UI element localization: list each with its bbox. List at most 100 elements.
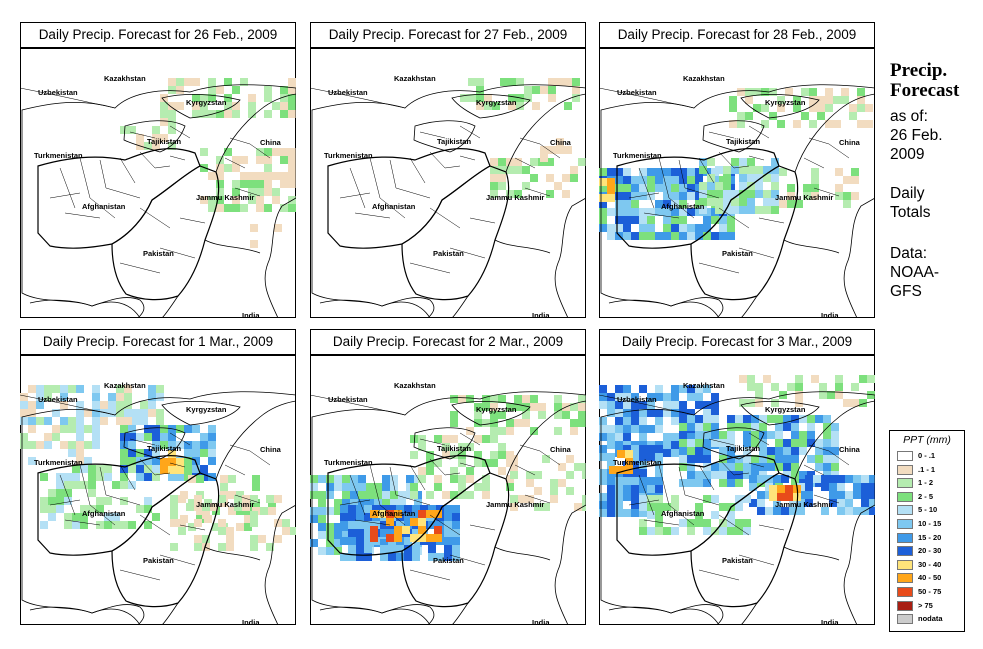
- coastline: [29, 297, 145, 318]
- tajikistan-border: [123, 427, 186, 460]
- coastline: [608, 297, 724, 318]
- label-china: China: [260, 445, 282, 454]
- legend-item: > 75: [897, 600, 963, 611]
- label-kazakhstan: Kazakhstan: [104, 381, 146, 390]
- label-india: India: [821, 618, 839, 625]
- legend-label: nodata: [918, 614, 943, 624]
- legend-swatch: [897, 505, 913, 516]
- china-border: [505, 400, 586, 480]
- label-tajikistan: Tajikistan: [726, 444, 760, 453]
- label-tajikistan: Tajikistan: [437, 137, 471, 146]
- panel-title: Daily Precip. Forecast for 1 Mar., 2009: [20, 329, 296, 355]
- tajikistan-border: [702, 427, 765, 460]
- forecast-panel: Daily Precip. Forecast for 26 Feb., 2009: [20, 22, 296, 318]
- sidebar-date-line1: 26 Feb.: [890, 127, 943, 144]
- label-uzbekistan: Uzbekistan: [38, 395, 78, 404]
- legend-label: 10 - 15: [918, 519, 942, 528]
- label-turkmenistan: Turkmenistan: [34, 151, 83, 160]
- legend-label: 1 - 2: [918, 478, 934, 488]
- legend-label: > 75: [918, 600, 933, 610]
- legend-swatch: [897, 587, 913, 597]
- province-lines: [339, 432, 561, 581]
- india-border: [451, 239, 551, 318]
- precip-cells: [20, 385, 296, 551]
- kyrgyzstan-border: [161, 93, 241, 119]
- sidebar-heading: Precip. Forecast: [890, 61, 980, 101]
- panel-title: Daily Precip. Forecast for 26 Feb., 2009: [20, 22, 296, 48]
- coastline: [319, 297, 435, 318]
- china-border: [794, 93, 875, 173]
- legend-label: 20 - 30: [918, 546, 942, 556]
- label-pakistan: Pakistan: [722, 556, 753, 565]
- sidebar-heading-line1: Precip.: [890, 60, 948, 81]
- india-border: [451, 546, 551, 625]
- kyrgyzstan-border: [740, 93, 820, 119]
- tajikistan-border: [702, 120, 765, 153]
- label-india: India: [242, 618, 260, 625]
- label-china: China: [550, 138, 572, 147]
- tajikistan-border: [413, 120, 476, 153]
- label-jammu-kashmir: Jammu Kashmir: [196, 500, 254, 509]
- label-afghanistan: Afghanistan: [82, 509, 126, 518]
- province-lines: [628, 432, 850, 581]
- label-turkmenistan: Turkmenistan: [613, 151, 662, 160]
- label-turkmenistan: Turkmenistan: [324, 151, 373, 160]
- precip-map: Kazakhstan Uzbekistan Kyrgyzstan Tajikis…: [310, 48, 586, 318]
- legend-item: .1 - 1: [897, 464, 963, 475]
- label-uzbekistan: Uzbekistan: [38, 88, 78, 97]
- precip-map: Kazakhstan Uzbekistan Kyrgyzstan Tajikis…: [599, 48, 875, 318]
- label-kyrgyzstan: Kyrgyzstan: [186, 405, 227, 414]
- label-india: India: [532, 618, 550, 625]
- china-border: [215, 93, 296, 173]
- legend-item: 0 - .1: [897, 451, 963, 461]
- precip-cells: [599, 88, 873, 240]
- label-kyrgyzstan: Kyrgyzstan: [476, 405, 517, 414]
- label-china: China: [839, 445, 861, 454]
- sidebar-as-of-label: as of:: [890, 108, 928, 125]
- label-tajikistan: Tajikistan: [147, 137, 181, 146]
- label-uzbekistan: Uzbekistan: [617, 395, 657, 404]
- coastline: [29, 604, 145, 625]
- legend-item: 2 - 5: [897, 491, 963, 502]
- precip-map: Kazakhstan Uzbekistan Kyrgyzstan Tajikis…: [20, 48, 296, 318]
- legend-swatch: [897, 546, 913, 557]
- legend-swatch: [897, 478, 913, 489]
- precip-legend: PPT (mm) 0 - .1 .1 - 1 1 - 2 2 - 5 5 - 1…: [889, 430, 965, 632]
- label-kazakhstan: Kazakhstan: [394, 74, 436, 83]
- legend-label: 40 - 50: [918, 573, 942, 583]
- legend-swatch: [897, 559, 913, 570]
- legend-item: 40 - 50: [897, 573, 963, 584]
- sidebar-totals: Daily Totals: [890, 184, 980, 222]
- tajikistan-border: [123, 120, 186, 153]
- label-tajikistan: Tajikistan: [726, 137, 760, 146]
- label-kyrgyzstan: Kyrgyzstan: [765, 98, 806, 107]
- label-kyrgyzstan: Kyrgyzstan: [186, 98, 227, 107]
- label-kyrgyzstan: Kyrgyzstan: [476, 98, 517, 107]
- legend-item: nodata: [897, 614, 963, 625]
- sidebar-data-source: Data: NOAA- GFS: [890, 244, 980, 301]
- label-india: India: [532, 311, 550, 318]
- pakistan-border: [111, 165, 220, 301]
- label-turkmenistan: Turkmenistan: [613, 458, 662, 467]
- panel-title: Daily Precip. Forecast for 28 Feb., 2009: [599, 22, 875, 48]
- panel-title: Daily Precip. Forecast for 2 Mar., 2009: [310, 329, 586, 355]
- forecast-panel: Daily Precip. Forecast for 2 Mar., 2009: [310, 329, 586, 625]
- legend-item: 30 - 40: [897, 559, 963, 570]
- sidebar-source-line2: GFS: [890, 283, 922, 300]
- label-china: China: [550, 445, 572, 454]
- pakistan-border: [111, 472, 220, 608]
- label-turkmenistan: Turkmenistan: [324, 458, 373, 467]
- panel-title: Daily Precip. Forecast for 27 Feb., 2009: [310, 22, 586, 48]
- sidebar-totals-line2: Totals: [890, 204, 931, 221]
- pakistan-border: [401, 165, 510, 301]
- label-uzbekistan: Uzbekistan: [617, 88, 657, 97]
- legend-swatch: [897, 532, 913, 543]
- forecast-panel: Daily Precip. Forecast for 28 Feb., 2009: [599, 22, 875, 318]
- label-pakistan: Pakistan: [433, 556, 464, 565]
- legend-label: 2 - 5: [918, 491, 934, 501]
- province-lines: [339, 125, 561, 274]
- precip-map: Kazakhstan Uzbekistan Kyrgyzstan Tajikis…: [599, 355, 875, 625]
- legend-label: .1 - 1: [918, 464, 936, 474]
- label-pakistan: Pakistan: [722, 249, 753, 258]
- china-border: [505, 93, 586, 173]
